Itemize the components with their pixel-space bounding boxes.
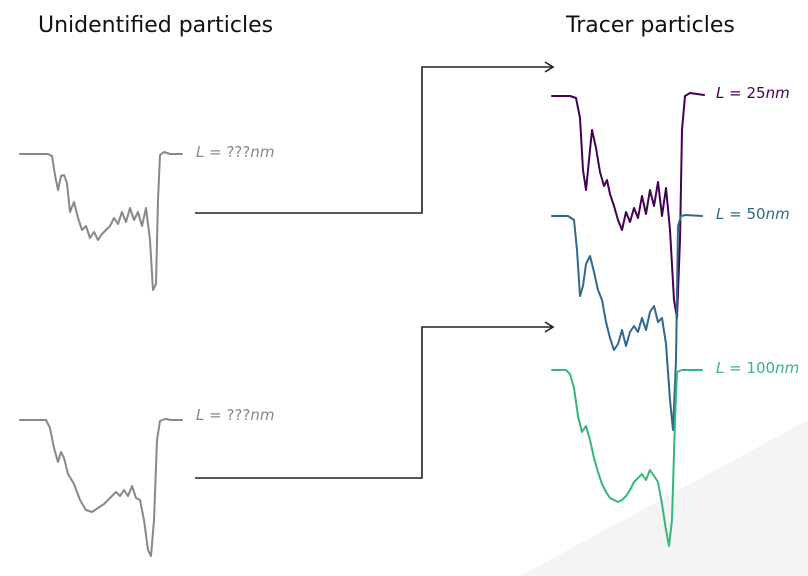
unknown-trace-2-label: L = ???nm — [196, 406, 274, 424]
heading-unidentified: Unidentified particles — [38, 13, 273, 38]
tracer-trace-25nm — [551, 92, 705, 319]
arrow-lower-head — [544, 321, 555, 333]
tracer-label-50nm: L = 50nm — [716, 205, 790, 223]
arrow-upper — [195, 61, 555, 214]
tracer-label-100nm: L = 100nm — [716, 359, 799, 377]
tracer-trace-100nm — [551, 369, 703, 547]
arrow-lower — [195, 321, 555, 479]
unknown-trace-1-label: L = ???nm — [196, 143, 274, 161]
arrow-lower-line — [195, 326, 552, 479]
arrow-upper-head — [544, 61, 555, 73]
arrow-upper-line — [195, 66, 552, 214]
heading-tracer: Tracer particles — [565, 13, 735, 38]
background-shade — [520, 420, 808, 576]
unknown-trace-2 — [19, 418, 183, 557]
tracer-label-25nm: L = 25nm — [716, 84, 790, 102]
tracer-trace-50nm — [551, 214, 703, 431]
unknown-trace-1 — [19, 151, 183, 291]
